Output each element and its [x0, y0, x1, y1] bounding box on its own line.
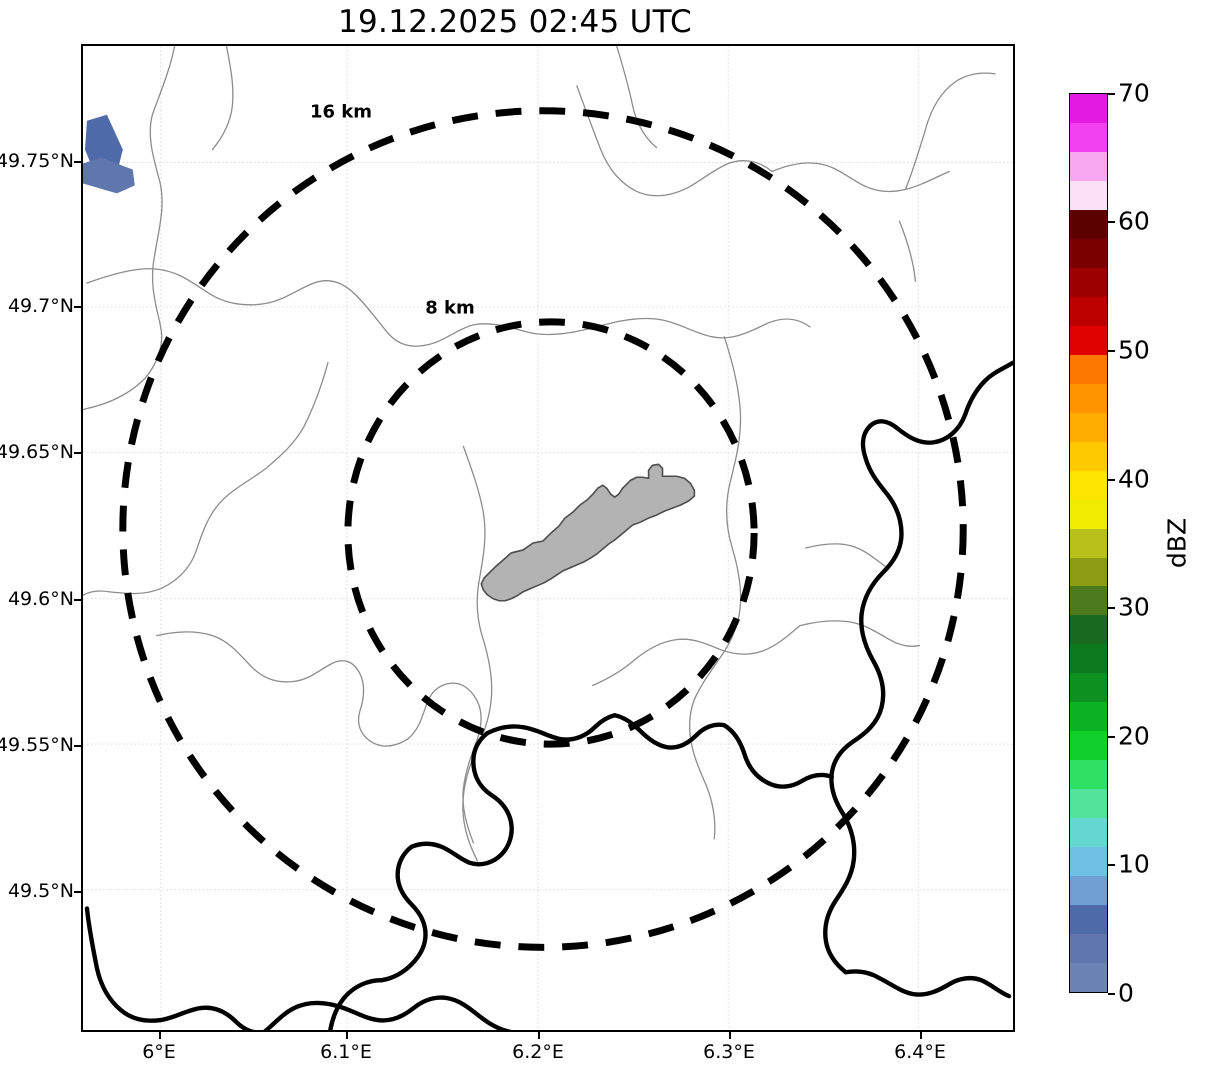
- y-tick-label: 49.5°N: [7, 880, 74, 902]
- city-boundary-polygon: [480, 463, 696, 602]
- page-title: 19.12.2025 02:45 UTC: [338, 4, 692, 40]
- colorbar-band: [1070, 760, 1107, 790]
- range-rings: [119, 107, 967, 951]
- colorbar-tick-mark: [1108, 479, 1115, 481]
- colorbar-band: [1070, 818, 1107, 848]
- colorbar-tick-mark: [1108, 93, 1115, 95]
- x-tick-mark: [538, 1032, 540, 1039]
- radar-map-plot[interactable]: [81, 44, 1015, 1032]
- x-axis-tick-labels: 6°E 6.1°E 6.2°E 6.3°E 6.4°E: [0, 1041, 1030, 1071]
- y-axis-tick-labels: 49.75°N 49.7°N 49.65°N 49.6°N 49.55°N 49…: [0, 0, 74, 1073]
- colorbar-tick-label: 70: [1118, 78, 1150, 108]
- colorbar-band: [1070, 673, 1107, 703]
- colorbar-band: [1070, 209, 1107, 239]
- x-tick-label: 6°E: [142, 1041, 176, 1063]
- y-tick-label: 49.65°N: [0, 441, 74, 463]
- colorbar-tick-mark: [1108, 607, 1115, 609]
- colorbar-tick-label: 60: [1118, 206, 1150, 236]
- colorbar-band: [1070, 557, 1107, 587]
- colorbar-tick-mark: [1108, 736, 1115, 738]
- map-gridlines: [83, 46, 1013, 1030]
- colorbar-tick-mark: [1108, 221, 1115, 223]
- colorbar-band: [1070, 296, 1107, 326]
- colorbar-band: [1070, 731, 1107, 761]
- y-tick-mark: [74, 306, 81, 308]
- colorbar-band: [1070, 94, 1107, 123]
- colorbar-band: [1070, 934, 1107, 964]
- colorbar-band: [1070, 470, 1107, 500]
- colorbar-band: [1070, 615, 1107, 645]
- colorbar-band: [1070, 267, 1107, 297]
- radar-echo-northwest: [83, 114, 135, 194]
- x-tick-mark: [729, 1032, 731, 1039]
- y-tick-label: 49.6°N: [7, 588, 74, 610]
- colorbar-band: [1070, 702, 1107, 732]
- colorbar-band: [1070, 383, 1107, 413]
- y-tick-label: 49.7°N: [7, 295, 74, 317]
- x-tick-label: 6.4°E: [894, 1041, 946, 1063]
- y-tick-label: 49.55°N: [0, 734, 74, 756]
- x-tick-mark: [920, 1032, 922, 1039]
- colorbar-band: [1070, 180, 1107, 210]
- country-borders: [84, 360, 1013, 1030]
- y-tick-label: 49.75°N: [0, 150, 74, 172]
- colorbar-band: [1070, 151, 1107, 181]
- colorbar-band: [1070, 905, 1107, 935]
- colorbar-band: [1070, 122, 1107, 152]
- y-tick-mark: [74, 891, 81, 893]
- colorbar-band: [1070, 876, 1107, 906]
- colorbar-axis-label: dBZ: [1162, 517, 1192, 569]
- colorbar-band: [1070, 499, 1107, 529]
- colorbar-tick-label: 30: [1118, 592, 1150, 622]
- x-tick-mark: [159, 1032, 161, 1039]
- colorbar-band: [1070, 412, 1107, 442]
- y-tick-mark: [74, 599, 81, 601]
- colorbar-tick-label: 50: [1118, 335, 1150, 365]
- colorbar-band: [1070, 586, 1107, 616]
- x-tick-label: 6.3°E: [703, 1041, 755, 1063]
- colorbar-band: [1070, 325, 1107, 355]
- x-tick-mark: [346, 1032, 348, 1039]
- colorbar-band: [1070, 441, 1107, 471]
- y-tick-mark: [74, 452, 81, 454]
- colorbar-band: [1070, 238, 1107, 268]
- y-tick-mark: [74, 745, 81, 747]
- admin-boundaries: [83, 46, 996, 862]
- colorbar-tick-mark: [1108, 993, 1115, 995]
- colorbar-tick-label: 10: [1118, 849, 1150, 879]
- colorbar-band: [1070, 847, 1107, 877]
- y-tick-mark: [74, 161, 81, 163]
- colorbar-tick-label: 20: [1118, 721, 1150, 751]
- colorbar-tick-mark: [1108, 864, 1115, 866]
- range-ring-16km: [119, 107, 967, 951]
- colorbar-gradient-bands: [1070, 94, 1107, 993]
- range-ring-label-16km: 16 km: [309, 101, 373, 123]
- colorbar-band: [1070, 528, 1107, 558]
- colorbar-band: [1070, 644, 1107, 674]
- x-tick-label: 6.1°E: [320, 1041, 372, 1063]
- colorbar-tick-label: 40: [1118, 464, 1150, 494]
- colorbar-band: [1070, 963, 1107, 993]
- colorbar-tick-mark: [1108, 350, 1115, 352]
- x-tick-label: 6.2°E: [512, 1041, 564, 1063]
- colorbar-band: [1070, 354, 1107, 384]
- colorbar-band: [1070, 789, 1107, 819]
- colorbar-tick-label: 0: [1118, 978, 1134, 1008]
- range-ring-8km: [344, 318, 758, 748]
- range-ring-label-8km: 8 km: [425, 297, 475, 319]
- colorbar[interactable]: [1069, 93, 1108, 993]
